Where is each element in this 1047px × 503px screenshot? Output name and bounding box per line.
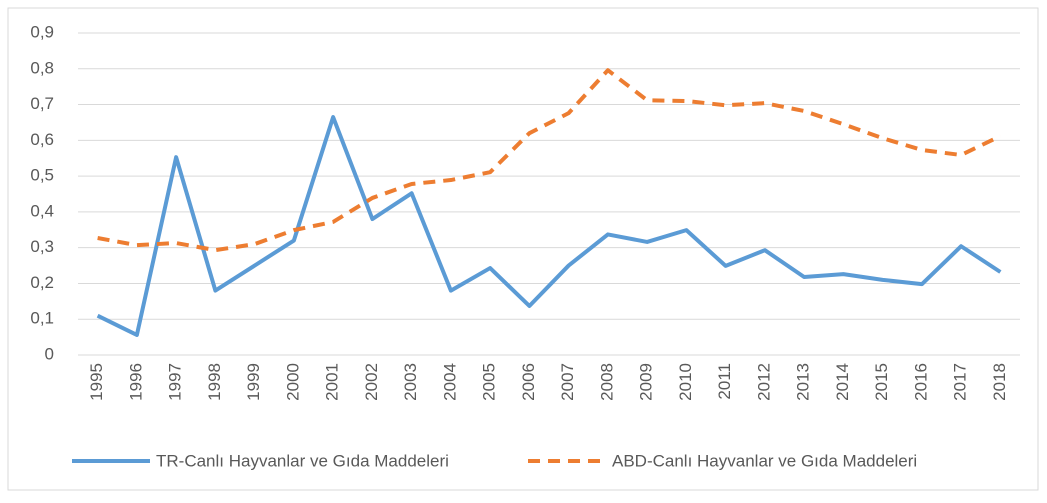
x-tick-label: 2004 xyxy=(440,363,459,401)
y-tick-label: 0,4 xyxy=(30,201,54,220)
y-tick-label: 0 xyxy=(45,344,54,363)
x-tick-label: 2007 xyxy=(558,363,577,401)
x-tick-label: 2000 xyxy=(283,363,302,401)
x-tick-label: 2018 xyxy=(990,363,1009,401)
x-tick-label: 2013 xyxy=(794,363,813,401)
x-tick-label: 1997 xyxy=(166,363,185,401)
x-tick-label: 2001 xyxy=(323,363,342,401)
x-tick-label: 2015 xyxy=(872,363,891,401)
y-tick-label: 0,2 xyxy=(30,273,54,292)
x-tick-label: 1999 xyxy=(244,363,263,401)
x-tick-label: 2008 xyxy=(597,363,616,401)
x-tick-label: 2002 xyxy=(362,363,381,401)
series-line xyxy=(97,68,1002,253)
x-tick-label: 2009 xyxy=(637,363,656,401)
legend-label: ABD-Canlı Hayvanlar ve Gıda Maddeleri xyxy=(612,451,917,470)
x-tick-label: 1995 xyxy=(87,363,106,401)
y-tick-label: 0,7 xyxy=(30,94,54,113)
chart-frame xyxy=(7,7,1039,491)
x-tick-label: 2003 xyxy=(401,363,420,401)
x-tick-label: 2005 xyxy=(480,363,499,401)
x-tick-label: 2017 xyxy=(951,363,970,401)
x-tick-label: 2014 xyxy=(833,363,852,401)
y-tick-label: 0,3 xyxy=(30,237,54,256)
x-tick-label: 2010 xyxy=(676,363,695,401)
x-tick-label: 2016 xyxy=(911,363,930,401)
y-tick-label: 0,5 xyxy=(30,166,54,185)
y-tick-label: 0,8 xyxy=(30,58,54,77)
legend-label: TR-Canlı Hayvanlar ve Gıda Maddeleri xyxy=(156,451,449,470)
y-tick-label: 0,9 xyxy=(30,22,54,41)
y-tick-label: 0,1 xyxy=(30,309,54,328)
x-tick-label: 2011 xyxy=(715,363,734,400)
y-tick-label: 0,6 xyxy=(30,130,54,149)
x-tick-label: 1998 xyxy=(205,363,224,401)
x-tick-label: 1996 xyxy=(126,363,145,401)
series-line xyxy=(96,115,1002,337)
x-tick-label: 2012 xyxy=(754,363,773,401)
x-tick-label: 2006 xyxy=(519,363,538,401)
